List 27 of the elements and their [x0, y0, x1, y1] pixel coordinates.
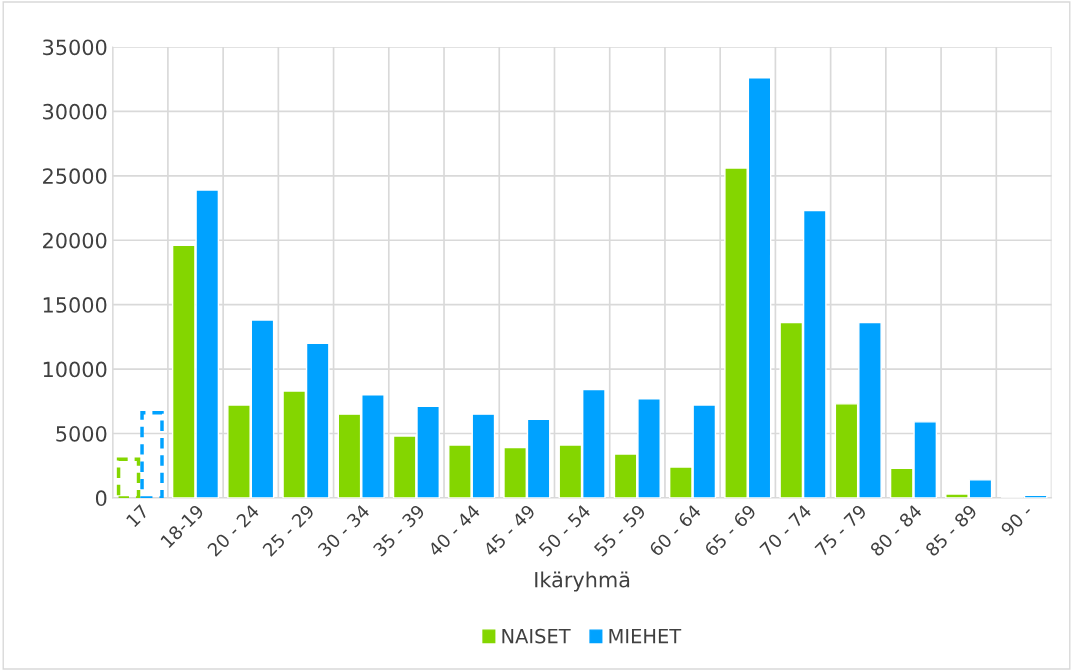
x-tick-label: 75 - 79 — [814, 503, 868, 557]
x-tick-label: 45 - 49 — [482, 503, 536, 558]
y-tick-label: 30000 — [43, 103, 107, 120]
legend-label: NAISET — [502, 628, 571, 644]
y-tick-label: 20000 — [43, 232, 107, 249]
x-tick-label: 70 - 74 — [759, 503, 813, 557]
y-tick-label: 35000 — [43, 39, 107, 56]
x-tick-label: 30 - 34 — [317, 503, 371, 557]
x-axis-title: Ikäryhmä — [535, 571, 630, 592]
x-tick-label: 40 - 44 — [427, 503, 481, 558]
x-tick-label: 25 - 29 — [261, 503, 315, 557]
x-tick-label: 65 - 69 — [703, 503, 757, 557]
x-tick-label: 85 - 89 — [924, 503, 978, 557]
x-tick-label: 80 - 84 — [869, 503, 923, 557]
y-tick-label: 10000 — [43, 361, 107, 378]
x-tick-label: 35 - 39 — [372, 503, 426, 557]
y-tick-label: 5000 — [56, 425, 107, 442]
x-tick-label: 60 - 64 — [648, 503, 702, 557]
x-tick-label: 55 - 59 — [593, 503, 647, 557]
x-tick-label: 50 - 54 — [538, 503, 592, 557]
y-tick-label: 0 — [95, 490, 107, 507]
x-tick-label: 90 - — [1000, 503, 1034, 537]
x-tick-label: 17 — [125, 504, 149, 528]
y-tick-label: 15000 — [43, 297, 107, 313]
y-tick-label: 25000 — [43, 168, 107, 185]
x-tick-label: 20 - 24 — [206, 503, 260, 557]
legend-label: MIEHET — [609, 629, 682, 644]
